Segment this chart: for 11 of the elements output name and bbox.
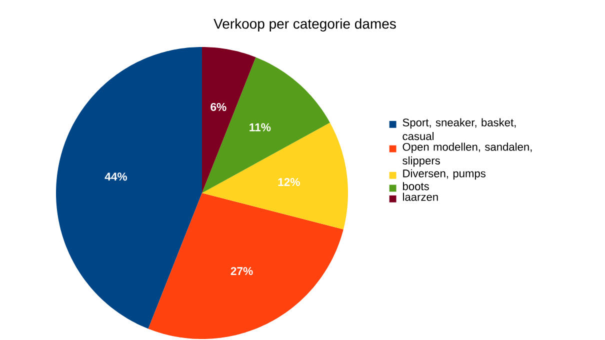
legend-label: Open modellen, sandalen, slippers [402,142,532,167]
data-label: 27% [230,267,253,276]
legend-label: Diversen, pumps [403,169,486,180]
legend-label: Sport, sneaker, basket, casual [402,118,516,140]
legend-label: boots [402,182,429,190]
data-label: 44% [104,172,128,181]
data-label: 6% [210,102,226,111]
legend-label: laarzen [403,192,438,201]
data-label: 11% [250,123,271,132]
chart-title: Verkoop per categorie dames [214,18,396,32]
data-label: 12% [278,178,300,186]
